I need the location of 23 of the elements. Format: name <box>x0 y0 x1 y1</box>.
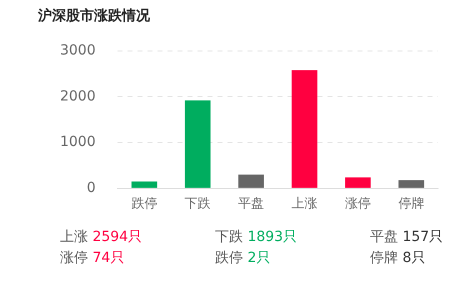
bar <box>292 70 318 188</box>
text: 下跌 1893只 <box>215 229 298 245</box>
bar <box>345 177 371 188</box>
bar <box>184 100 211 188</box>
y-tick-label: 2000 <box>60 88 96 104</box>
x-tick-label: 跌停 <box>131 196 158 212</box>
x-tick-label: 上涨 <box>292 196 318 212</box>
y-tick-label: 1000 <box>60 134 96 150</box>
text: 跌停 2只 <box>215 250 270 266</box>
text: 停牌 8只 <box>370 250 426 266</box>
bar <box>238 174 264 188</box>
bar <box>398 180 424 188</box>
y-tick-label: 0 <box>86 180 96 196</box>
x-tick-label: 停牌 <box>398 196 424 212</box>
text: 涨停 74只 <box>60 250 124 266</box>
text: 上涨 2594只 <box>60 229 142 245</box>
text: 平盘 157只 <box>370 229 444 245</box>
x-tick-label: 平盘 <box>238 196 264 212</box>
x-tick-label: 涨停 <box>344 196 371 212</box>
chart-title: 沪深股市涨跌情况 <box>37 7 151 24</box>
x-tick-label: 下跌 <box>184 196 211 212</box>
y-tick-label: 3000 <box>60 42 96 58</box>
bar <box>132 182 158 188</box>
